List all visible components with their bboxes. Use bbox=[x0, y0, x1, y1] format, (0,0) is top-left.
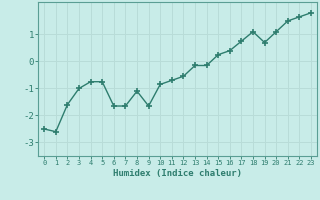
X-axis label: Humidex (Indice chaleur): Humidex (Indice chaleur) bbox=[113, 169, 242, 178]
